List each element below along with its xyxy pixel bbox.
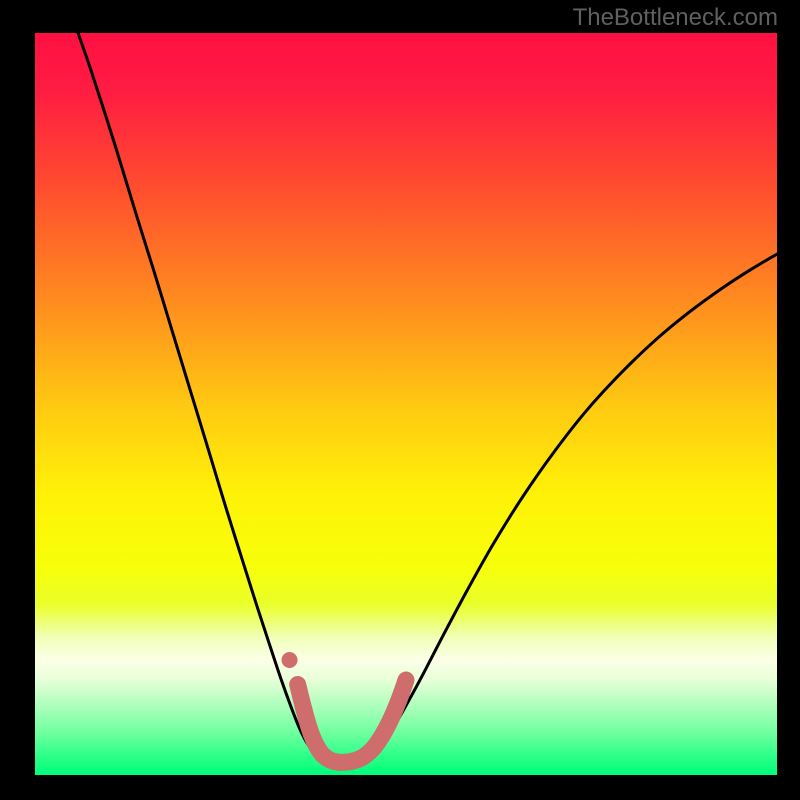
highlight-bar-right [339, 680, 406, 762]
plot-area [35, 33, 777, 775]
watermark-text: TheBottleneck.com [573, 4, 778, 32]
highlight-dot [282, 652, 298, 668]
highlight-bar-left [298, 684, 340, 762]
curve-layer [35, 33, 777, 775]
chart-stage: TheBottleneck.com [0, 0, 800, 800]
curve-left [78, 33, 341, 768]
